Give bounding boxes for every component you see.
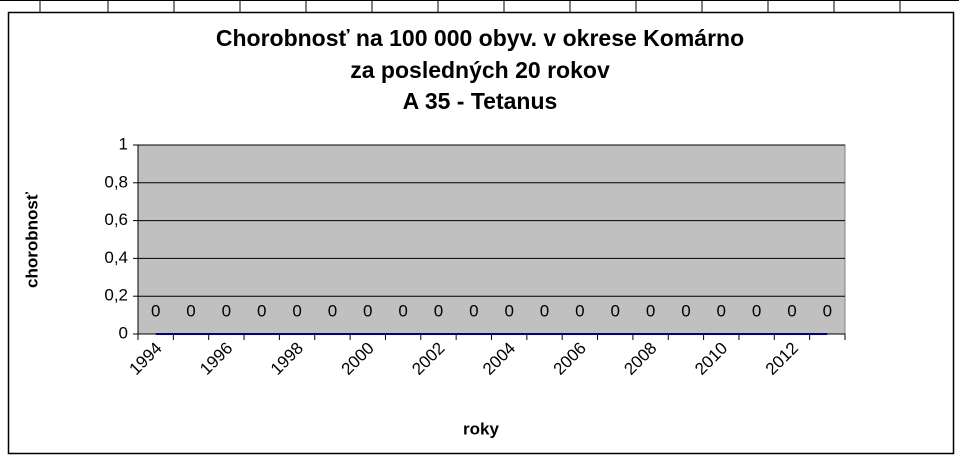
data-label: 0 [717, 301, 726, 320]
data-label: 0 [610, 301, 619, 320]
y-tick-label: 1 [119, 134, 128, 153]
data-label: 0 [363, 301, 372, 320]
x-axis-label: roky [463, 419, 499, 438]
data-label: 0 [787, 301, 796, 320]
data-label: 0 [328, 301, 337, 320]
data-label: 0 [292, 301, 301, 320]
plot-area [137, 144, 846, 335]
data-label: 0 [575, 301, 584, 320]
chart-subtitle: A 35 - Tetanus [403, 88, 558, 114]
data-label: 0 [469, 301, 478, 320]
data-label: 0 [398, 301, 407, 320]
data-label: 0 [151, 301, 160, 320]
y-tick-label: 0 [119, 323, 128, 342]
data-label: 0 [504, 301, 513, 320]
y-tick-label: 0,2 [104, 286, 128, 305]
chart-title: Chorobnosť na 100 000 obyv. v okrese Kom… [216, 25, 744, 51]
data-label: 0 [646, 301, 655, 320]
y-tick-label: 0,4 [104, 248, 128, 267]
y-axis-label: chorobnosť [22, 191, 41, 288]
y-tick-label: 0,6 [104, 210, 128, 229]
data-label: 0 [752, 301, 761, 320]
data-label: 0 [186, 301, 195, 320]
y-tick-label: 0,8 [104, 172, 128, 191]
data-label: 0 [222, 301, 231, 320]
chart-subtitle: za posledných 20 rokov [350, 57, 610, 83]
data-label: 0 [540, 301, 549, 320]
data-label: 0 [257, 301, 266, 320]
data-label: 0 [823, 301, 832, 320]
sheet-gridlines [0, 0, 959, 12]
data-label: 0 [681, 301, 690, 320]
data-label: 0 [434, 301, 443, 320]
